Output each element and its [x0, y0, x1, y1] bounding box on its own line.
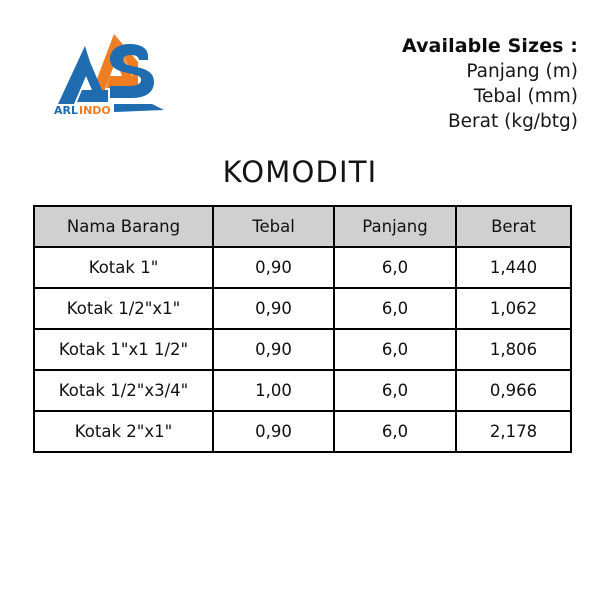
- cell-berat: 1,806: [455, 328, 572, 371]
- blue-letter-a: [58, 46, 108, 104]
- komoditi-table: Nama Barang Tebal Panjang Berat Kotak 1"…: [33, 205, 572, 453]
- table-row: Kotak 1"x1 1/2" 0,90 6,0 1,806: [33, 328, 572, 371]
- cell-panjang: 6,0: [333, 410, 457, 453]
- cell-berat: 0,966: [455, 369, 572, 412]
- komoditi-table-wrapper: Nama Barang Tebal Panjang Berat Kotak 1"…: [33, 205, 572, 453]
- table-header-row: Nama Barang Tebal Panjang Berat: [33, 205, 572, 248]
- table-row: Kotak 2"x1" 0,90 6,0 2,178: [33, 410, 572, 453]
- cell-berat: 1,440: [455, 246, 572, 289]
- available-sizes-berat: Berat (kg/btg): [447, 111, 578, 132]
- column-header-nama-barang: Nama Barang: [33, 205, 214, 248]
- arlindo-logo: ARL INDO: [52, 32, 164, 118]
- column-header-tebal: Tebal: [212, 205, 335, 248]
- arlindo-logo-graphic: ARL INDO: [54, 34, 164, 117]
- cell-tebal: 1,00: [212, 369, 335, 412]
- wordmark-indo: INDO: [79, 104, 111, 117]
- cell-nama-barang: Kotak 1/2"x1": [33, 287, 214, 330]
- cell-berat: 1,062: [455, 287, 572, 330]
- blue-letter-s: [110, 44, 154, 98]
- table-header: Nama Barang Tebal Panjang Berat: [33, 205, 572, 248]
- available-sizes-block: Available Sizes : Panjang (m) Tebal (mm)…: [278, 33, 578, 134]
- cell-panjang: 6,0: [333, 328, 457, 371]
- column-header-panjang: Panjang: [333, 205, 457, 248]
- available-sizes-title: Available Sizes :: [401, 35, 578, 57]
- wordmark-arl: ARL: [54, 104, 78, 117]
- cell-panjang: 6,0: [333, 369, 457, 412]
- page-title: KOMODITI: [222, 155, 378, 189]
- table-row: Kotak 1" 0,90 6,0 1,440: [33, 246, 572, 289]
- cell-nama-barang: Kotak 1/2"x3/4": [33, 369, 214, 412]
- cell-nama-barang: Kotak 1": [33, 246, 214, 289]
- table-row: Kotak 1/2"x1" 0,90 6,0 1,062: [33, 287, 572, 330]
- table-body: Kotak 1" 0,90 6,0 1,440 Kotak 1/2"x1" 0,…: [33, 246, 572, 453]
- cell-berat: 2,178: [455, 410, 572, 453]
- cell-nama-barang: Kotak 2"x1": [33, 410, 214, 453]
- table-row: Kotak 1/2"x3/4" 1,00 6,0 0,966: [33, 369, 572, 412]
- blue-arrow-shape: [114, 104, 164, 112]
- cell-tebal: 0,90: [212, 328, 335, 371]
- column-header-berat: Berat: [455, 205, 572, 248]
- available-sizes-panjang: Panjang (m): [466, 61, 578, 82]
- cell-tebal: 0,90: [212, 410, 335, 453]
- cell-nama-barang: Kotak 1"x1 1/2": [33, 328, 214, 371]
- cell-panjang: 6,0: [333, 246, 457, 289]
- available-sizes-tebal: Tebal (mm): [473, 86, 578, 107]
- page-header: ARL INDO Available Sizes : Panjang (m) T…: [0, 0, 600, 148]
- cell-tebal: 0,90: [212, 287, 335, 330]
- cell-tebal: 0,90: [212, 246, 335, 289]
- cell-panjang: 6,0: [333, 287, 457, 330]
